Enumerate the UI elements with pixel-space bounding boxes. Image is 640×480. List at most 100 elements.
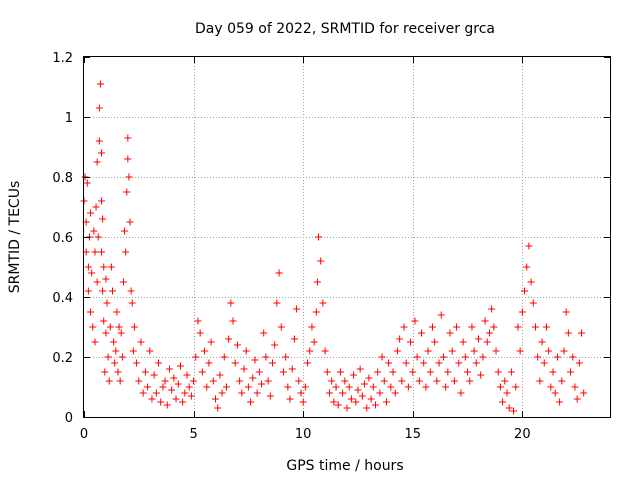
y-tick-label: 0.6 (52, 231, 73, 246)
data-point (510, 407, 518, 415)
data-point (123, 188, 131, 196)
data-point (578, 329, 586, 337)
data-point (332, 383, 340, 391)
data-marks (80, 80, 588, 415)
data-point (356, 365, 364, 373)
data-point (238, 389, 246, 397)
data-point (312, 308, 320, 316)
data-point (165, 365, 173, 373)
data-point (304, 359, 312, 367)
data-point (499, 398, 507, 406)
data-point (481, 317, 489, 325)
data-point (536, 377, 544, 385)
data-point (297, 389, 305, 397)
x-tick-label: 5 (189, 427, 197, 442)
data-point (549, 368, 557, 376)
y-axis-label: SRMTID / TECUs (7, 181, 23, 294)
data-point (98, 248, 106, 256)
data-point (236, 377, 244, 385)
x-tick-label: 10 (295, 427, 312, 442)
data-point (496, 383, 504, 391)
data-point (295, 377, 303, 385)
data-point (92, 203, 100, 211)
data-point (275, 269, 283, 277)
data-point (507, 368, 515, 376)
data-point (409, 368, 417, 376)
grid-lines (84, 57, 610, 417)
data-point (573, 395, 581, 403)
data-point (152, 389, 160, 397)
data-point (472, 359, 480, 367)
data-point (411, 317, 419, 325)
data-point (99, 215, 107, 223)
data-point (207, 338, 215, 346)
data-point (196, 329, 204, 337)
data-point (518, 308, 526, 316)
data-point (540, 359, 548, 367)
data-point (308, 323, 316, 331)
data-point (378, 353, 386, 361)
data-point (157, 398, 165, 406)
x-tick-label: 0 (80, 427, 88, 442)
data-point (404, 383, 412, 391)
data-point (201, 347, 209, 355)
data-point (126, 218, 134, 226)
data-point (339, 389, 347, 397)
data-point (242, 347, 250, 355)
data-point (516, 347, 524, 355)
plot-frame (83, 56, 611, 418)
data-point (179, 398, 187, 406)
data-point (282, 353, 290, 361)
data-point (225, 335, 233, 343)
data-point (125, 173, 133, 181)
data-point (345, 383, 353, 391)
data-point (91, 248, 99, 256)
data-point (198, 368, 206, 376)
data-point (98, 149, 106, 157)
data-point (258, 380, 266, 388)
data-point (144, 383, 152, 391)
data-point (505, 404, 513, 412)
data-point (192, 353, 200, 361)
data-point (266, 392, 274, 400)
data-point (567, 368, 575, 376)
data-point (233, 341, 241, 349)
data-point (347, 395, 355, 403)
data-point (341, 377, 349, 385)
data-point (334, 401, 342, 409)
data-point (492, 347, 500, 355)
data-point (428, 323, 436, 331)
data-point (190, 377, 198, 385)
data-point (133, 359, 141, 367)
data-point (129, 347, 137, 355)
data-point (141, 368, 149, 376)
data-point (415, 377, 423, 385)
data-point (181, 389, 189, 397)
data-point (382, 398, 390, 406)
data-point (264, 377, 272, 385)
data-point (461, 353, 469, 361)
data-point (313, 278, 321, 286)
data-point (90, 227, 98, 235)
data-point (163, 401, 171, 409)
data-point (485, 329, 493, 337)
data-point (244, 383, 252, 391)
data-point (501, 377, 509, 385)
data-point (100, 317, 108, 325)
data-point (459, 338, 467, 346)
data-point (148, 395, 156, 403)
data-point (365, 374, 373, 382)
data-point (124, 155, 132, 163)
data-point (350, 371, 358, 379)
data-point (369, 383, 377, 391)
x-tick-label: 15 (404, 427, 421, 442)
data-point (229, 317, 237, 325)
data-point (479, 353, 487, 361)
data-point (83, 179, 91, 187)
data-point (218, 389, 226, 397)
data-point (437, 311, 445, 319)
data-point (88, 269, 96, 277)
data-point (114, 368, 122, 376)
data-point (93, 158, 101, 166)
data-point (580, 389, 588, 397)
